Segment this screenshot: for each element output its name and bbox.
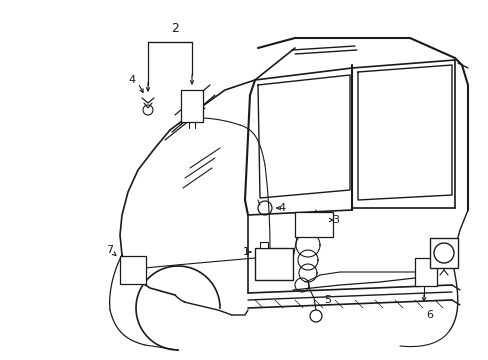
Text: 3: 3 (332, 215, 339, 225)
Bar (254, 248, 292, 280)
Bar (414, 258, 436, 286)
Bar (294, 212, 332, 237)
Text: 6: 6 (426, 310, 433, 320)
Text: 5: 5 (324, 295, 331, 305)
Bar (181, 90, 203, 122)
Text: 1: 1 (242, 247, 249, 257)
Text: 2: 2 (171, 22, 179, 35)
Bar (429, 238, 457, 268)
Text: 4: 4 (278, 203, 285, 213)
Text: 4: 4 (128, 75, 135, 85)
Bar (260, 242, 267, 248)
Text: 7: 7 (106, 245, 113, 255)
Bar (120, 256, 146, 284)
